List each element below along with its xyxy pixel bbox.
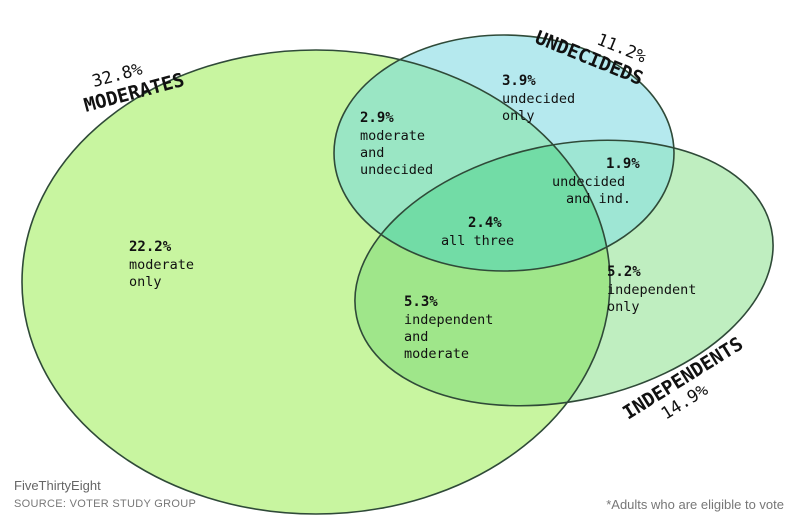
region-line: independent bbox=[404, 312, 493, 328]
region-percent: 5.3% bbox=[404, 294, 438, 310]
region-percent: 2.9% bbox=[360, 110, 394, 126]
region-line: moderate bbox=[404, 346, 469, 362]
independents-outline bbox=[354, 139, 774, 407]
region-line: undecided bbox=[552, 174, 625, 190]
footnote: *Adults who are eligible to vote bbox=[606, 497, 784, 512]
region-undecided-only: 3.9% undecided only bbox=[502, 73, 575, 124]
brand-name: FiveThirtyEight bbox=[14, 478, 101, 493]
region-line: moderate bbox=[129, 257, 194, 273]
region-line: independent bbox=[607, 282, 696, 298]
moderates-outline bbox=[21, 49, 611, 515]
region-undecided-independent: 1.9% undecided and ind. bbox=[552, 156, 640, 207]
region-percent: 2.4% bbox=[468, 215, 502, 231]
region-line: and bbox=[360, 145, 384, 161]
region-independent-only: 5.2% independent only bbox=[607, 264, 696, 315]
region-line: all three bbox=[441, 233, 514, 249]
region-percent: 1.9% bbox=[606, 156, 640, 172]
region-line: and bbox=[404, 329, 428, 345]
source-credit: SOURCE: VOTER STUDY GROUP bbox=[14, 498, 197, 510]
region-line: moderate bbox=[360, 128, 425, 144]
region-line: undecided bbox=[502, 91, 575, 107]
region-line: and ind. bbox=[566, 191, 631, 207]
region-percent: 22.2% bbox=[129, 239, 172, 255]
region-percent: 3.9% bbox=[502, 73, 536, 89]
undecideds-outline bbox=[333, 34, 675, 272]
region-line: only bbox=[129, 274, 162, 290]
region-moderate-undecided: 2.9% moderate and undecided bbox=[360, 110, 433, 178]
region-independent-moderate: 5.3% independent and moderate bbox=[404, 294, 493, 362]
region-line: only bbox=[607, 299, 640, 315]
region-moderate-only: 22.2% moderate only bbox=[129, 239, 194, 290]
region-line: undecided bbox=[360, 162, 433, 178]
region-line: only bbox=[502, 108, 535, 124]
region-all-three: 2.4% all three bbox=[441, 215, 514, 249]
region-percent: 5.2% bbox=[607, 264, 641, 280]
